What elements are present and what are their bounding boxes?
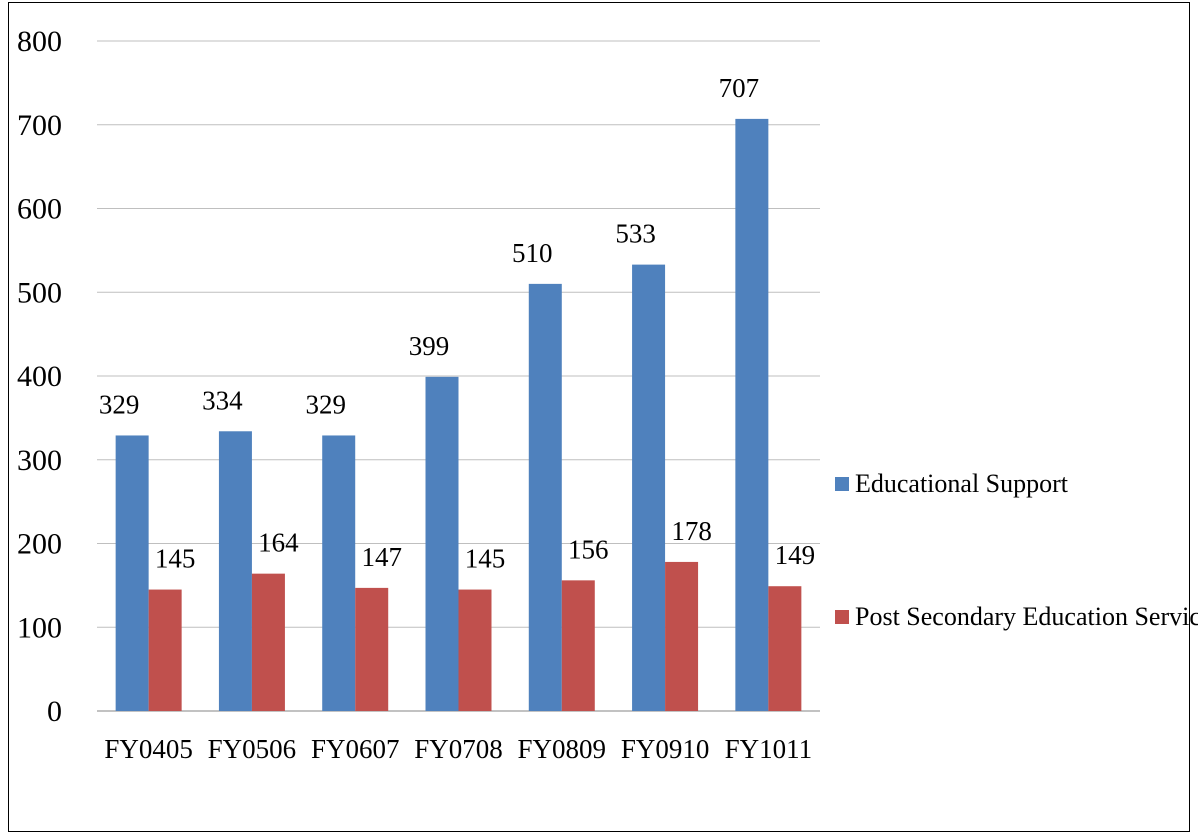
data-label: 145 (155, 544, 196, 574)
data-label: 329 (99, 389, 140, 419)
y-tick-label: 600 (17, 193, 62, 226)
x-axis-categories: FY0405 FY0506 FY0607 FY0708 FY0809 FY0910 FY10… (104, 734, 812, 764)
legend-label: Post Secondary Education Services (855, 602, 1198, 631)
y-tick-label: 300 (17, 444, 62, 477)
legend-label: Educational Support (855, 469, 1069, 498)
bar-educational-support (632, 264, 666, 711)
y-tick-label: 700 (17, 109, 62, 142)
bar-post-secondary (458, 589, 492, 711)
bar-educational-support (425, 376, 459, 711)
legend: Educational Support Post Secondary Educat… (835, 469, 1198, 631)
x-category-label: FY0405 (104, 734, 193, 764)
data-label: 329 (305, 389, 346, 419)
legend-swatch (835, 610, 849, 624)
y-tick-label: 500 (17, 276, 62, 309)
bars (115, 118, 802, 711)
y-tick-label: 200 (17, 528, 62, 561)
y-axis-ticks: 0 100 200 300 400 500 600 700 800 (17, 25, 62, 728)
bar-educational-support (115, 435, 149, 711)
data-label: 164 (258, 528, 299, 558)
bar-post-secondary (355, 587, 389, 711)
bar-educational-support (528, 283, 562, 711)
x-category-label: FY1011 (725, 734, 813, 764)
data-label: 147 (361, 542, 402, 572)
data-labels: 329 145 334 164 329 147 399 145 510 156 533 178 707 1… (99, 73, 815, 574)
data-label: 156 (568, 534, 609, 564)
y-tick-label: 400 (17, 360, 62, 393)
bar-post-secondary (768, 586, 802, 711)
y-tick-label: 800 (17, 25, 62, 58)
bar-post-secondary (148, 589, 182, 711)
data-label: 510 (512, 238, 553, 268)
data-label: 145 (465, 544, 506, 574)
x-category-label: FY0607 (311, 734, 400, 764)
data-label: 707 (719, 73, 760, 103)
legend-swatch (835, 477, 849, 491)
y-tick-label: 100 (17, 611, 62, 644)
data-label: 533 (615, 219, 656, 249)
bar-educational-support (218, 431, 252, 711)
bar-educational-support (322, 435, 356, 711)
gridlines (97, 40, 820, 712)
data-label: 178 (671, 516, 712, 546)
bar-post-secondary (665, 561, 699, 711)
bar-educational-support (735, 118, 769, 711)
x-category-label: FY0708 (414, 734, 503, 764)
x-category-label: FY0506 (208, 734, 297, 764)
x-category-label: FY0910 (621, 734, 710, 764)
x-category-label: FY0809 (518, 734, 607, 764)
data-label: 149 (775, 540, 816, 570)
chart-frame (8, 2, 1190, 832)
data-label: 399 (409, 331, 450, 361)
bar-post-secondary (251, 573, 285, 711)
bar-post-secondary (561, 580, 595, 711)
data-label: 334 (202, 385, 243, 415)
y-tick-label: 0 (47, 695, 62, 728)
